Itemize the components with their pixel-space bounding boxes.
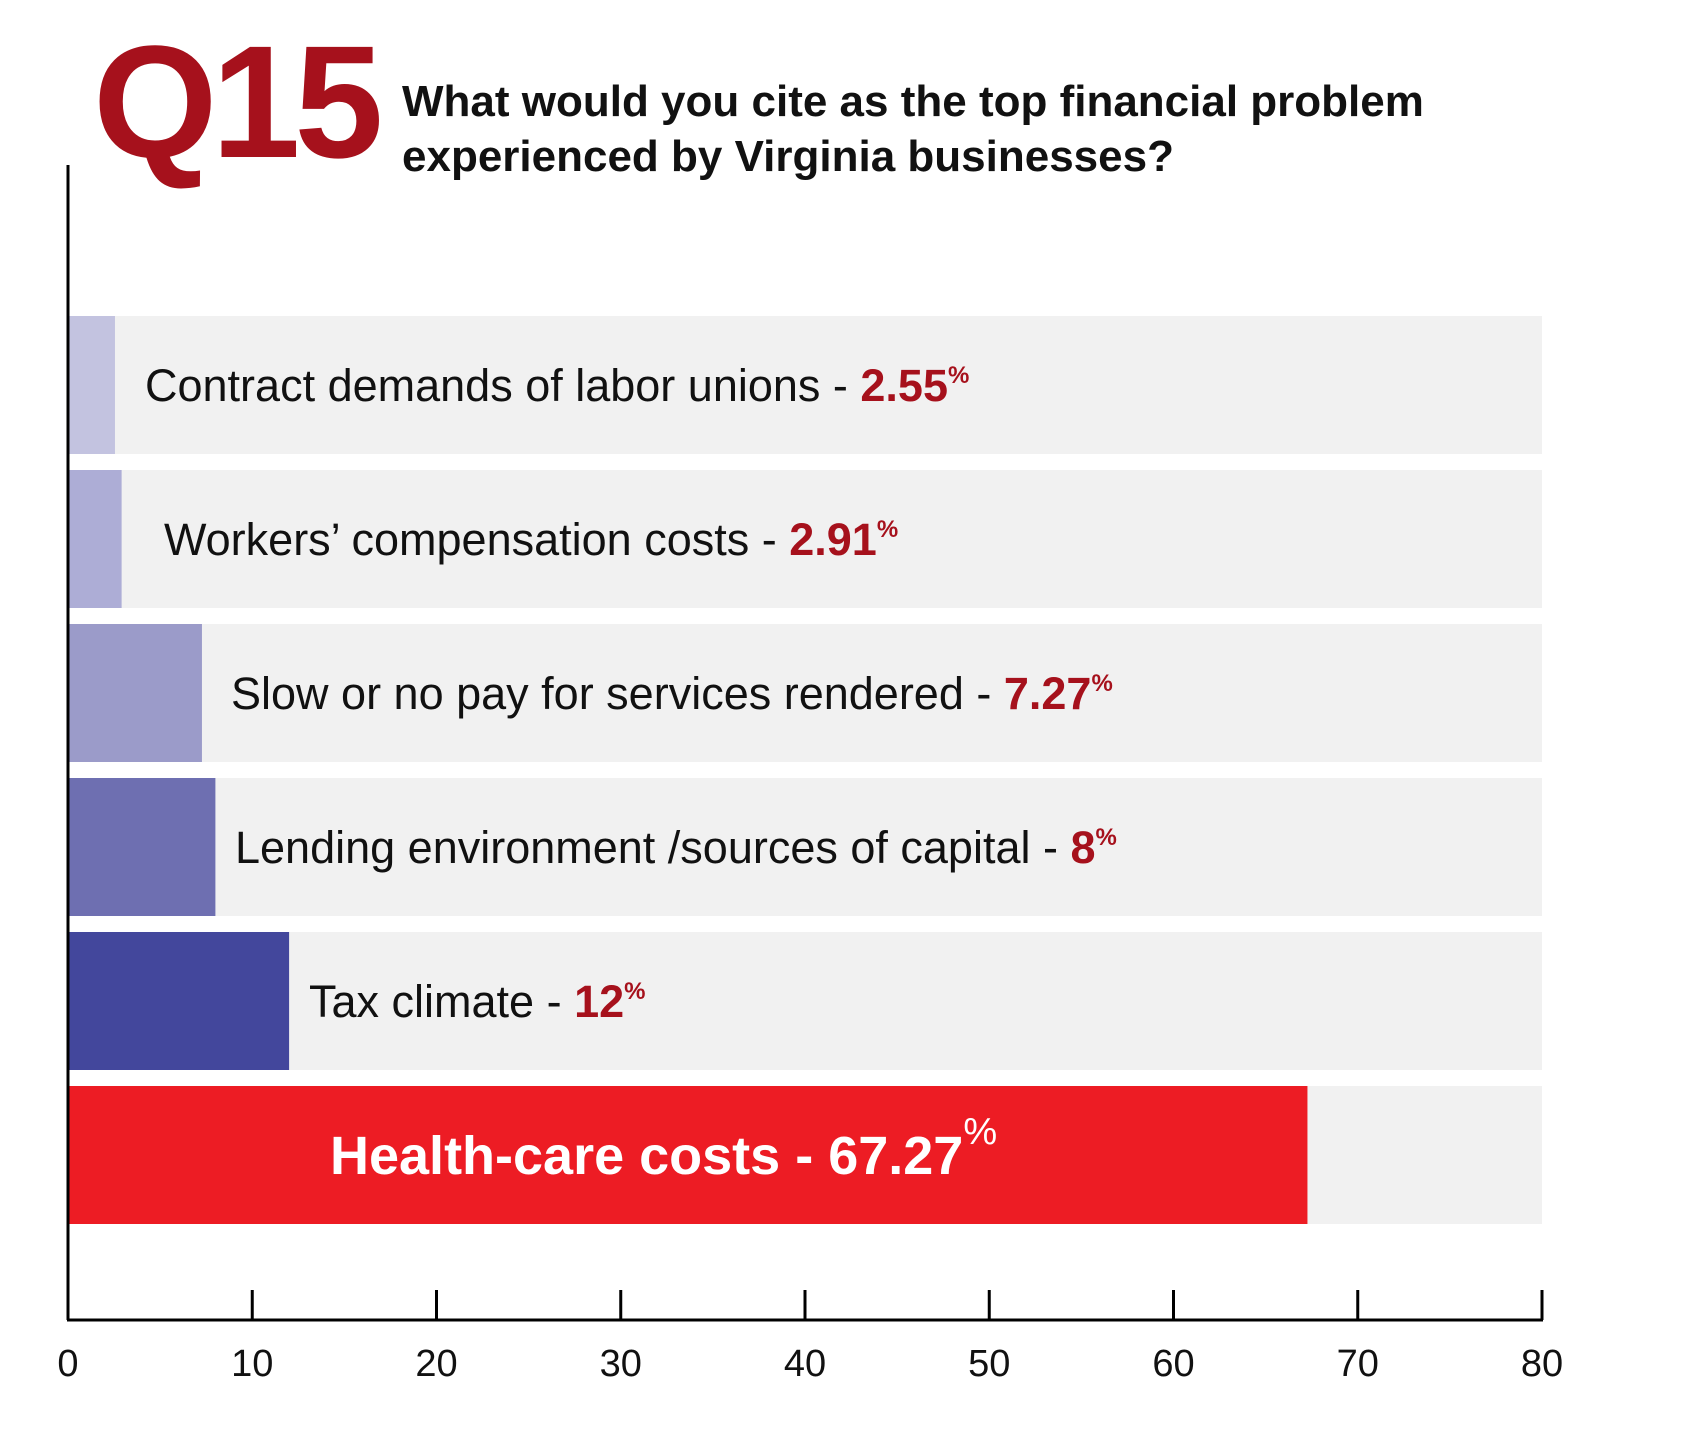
bars [68, 316, 1308, 1224]
label-separator: - [780, 1126, 828, 1186]
label-separator: - [820, 360, 860, 411]
x-tick-label: 60 [1152, 1343, 1194, 1385]
bar-label-highlight: Health-care costs - 67.27% [330, 1111, 997, 1186]
bar-1 [68, 316, 115, 454]
percent-sign: % [948, 362, 969, 389]
percent-sign: % [624, 978, 645, 1005]
x-tick-label: 0 [57, 1343, 78, 1385]
bar-label: Lending environment /sources of capital … [235, 822, 1117, 873]
bar-category-label: Lending environment /sources of capital [235, 822, 1030, 873]
label-separator: - [964, 668, 1004, 719]
x-tick-label: 10 [231, 1343, 273, 1385]
percent-sign: % [1096, 824, 1117, 851]
bar-label: Slow or no pay for services rendered - 7… [231, 668, 1113, 719]
bar-label: Contract demands of labor unions - 2.55% [145, 360, 969, 411]
x-tick-label: 50 [968, 1343, 1010, 1385]
bar-label: Tax climate - 12% [309, 976, 645, 1027]
question-number: Q15 [93, 12, 383, 191]
label-separator: - [534, 976, 574, 1027]
question-text: What would you cite as the top financial… [402, 77, 1424, 181]
percent-sign: % [1091, 670, 1112, 697]
bar-labels: Contract demands of labor unions - 2.55%… [145, 360, 1117, 1186]
bar-track [68, 316, 1542, 454]
x-tick-label: 20 [415, 1343, 457, 1385]
bar-value-label: 12 [574, 976, 624, 1027]
bar-3 [68, 624, 202, 762]
bar-track [68, 470, 1542, 608]
bar-2 [68, 470, 122, 608]
bar-category-label: Workers’ compensation costs [164, 514, 749, 565]
x-tick-label: 70 [1337, 1343, 1379, 1385]
bar-value-label: 7.27 [1004, 668, 1092, 719]
bar-4 [68, 778, 216, 916]
bar-value-label: 2.55 [860, 360, 948, 411]
label-separator: - [749, 514, 789, 565]
bar-value-label: 2.91 [789, 514, 877, 565]
x-tick-label: 30 [600, 1343, 642, 1385]
bar-5 [68, 932, 290, 1070]
bar-category-label: Health-care costs [330, 1126, 780, 1186]
x-tick-label: 80 [1521, 1343, 1563, 1385]
bar-track [68, 624, 1542, 762]
bar-value-label: 8 [1070, 822, 1095, 873]
percent-sign: % [877, 516, 898, 543]
bar-track [68, 932, 1542, 1070]
bar-track [68, 778, 1542, 916]
x-tick-label: 40 [784, 1343, 826, 1385]
bar-6 [68, 1086, 1308, 1224]
bar-category-label: Contract demands of labor unions [145, 360, 820, 411]
bar-value-label: 67.27 [828, 1126, 963, 1186]
bar-label: Workers’ compensation costs - 2.91% [164, 514, 898, 565]
bar-category-label: Slow or no pay for services rendered [231, 668, 964, 719]
percent-sign: % [963, 1111, 997, 1153]
bar-category-label: Tax climate [309, 976, 534, 1027]
label-separator: - [1030, 822, 1070, 873]
x-axis: 0 10 20 30 40 50 60 70 80 [57, 165, 1563, 1385]
